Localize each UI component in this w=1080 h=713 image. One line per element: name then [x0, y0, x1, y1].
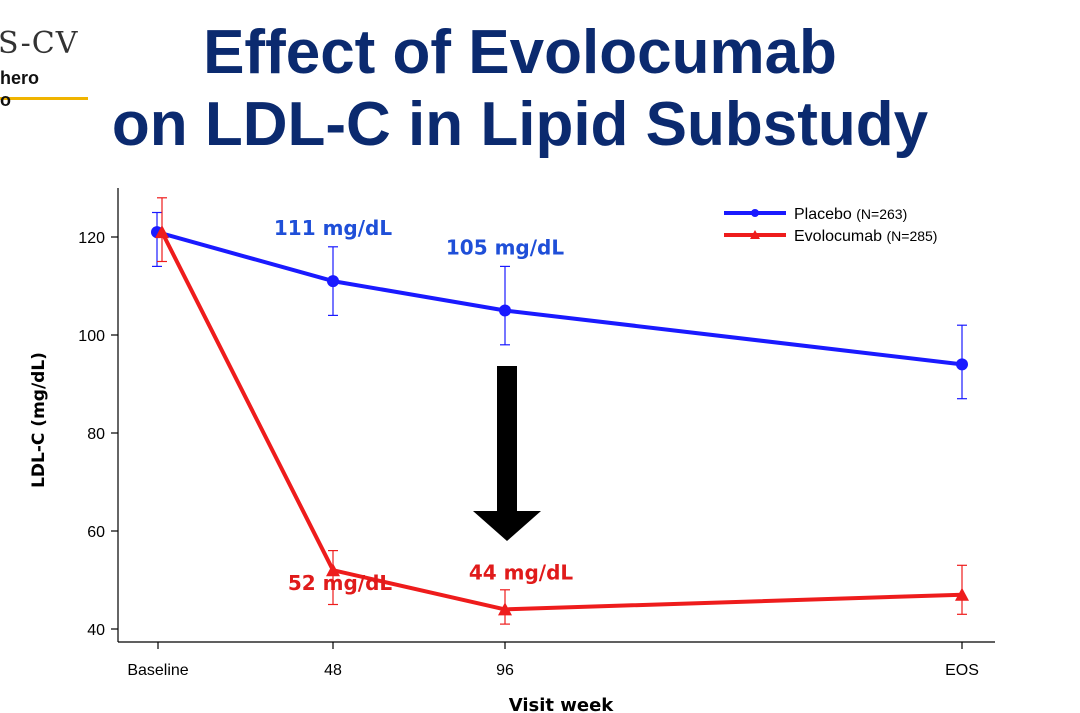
y-tick-label: 60	[87, 524, 105, 541]
slide-title-line-2: on LDL-C in Lipid Substudy	[111, 90, 929, 159]
series-evolocumab	[155, 197, 969, 625]
logo-divider	[0, 97, 88, 100]
down-arrow-head	[473, 511, 541, 541]
legend-label-name: Placebo	[794, 206, 856, 223]
data-label: 52 mg/dL	[288, 571, 393, 595]
data-label: 111 mg/dL	[274, 216, 392, 240]
x-tick-label: EOS	[945, 662, 979, 679]
logo-subtitle: hero	[0, 68, 40, 88]
x-tick-label: 48	[324, 662, 342, 679]
legend-label-n: (N=263)	[856, 206, 907, 222]
legend-swatch-marker	[750, 230, 760, 239]
series-line	[156, 230, 963, 367]
legend-label: Placebo (N=263)	[794, 206, 907, 223]
y-tick-label: 80	[87, 426, 105, 443]
y-tick-label: 100	[78, 328, 105, 345]
y-axis-label: LDL-C (mg/dL)	[29, 352, 49, 488]
data-point	[956, 358, 968, 371]
y-tick-label: 120	[78, 230, 105, 247]
data-point	[327, 275, 339, 288]
legend-label: Evolocumab (N=285)	[794, 228, 937, 245]
slide-title-line-1: Effect of Evolocumab	[203, 18, 837, 87]
series-line	[160, 231, 963, 612]
data-point	[499, 304, 511, 317]
data-label: 44 mg/dL	[469, 560, 574, 584]
legend-label-name: Evolocumab	[794, 228, 887, 245]
legend-label-n: (N=285)	[887, 228, 938, 244]
data-point	[155, 225, 169, 239]
data-point	[326, 563, 340, 577]
legend-swatch-marker	[751, 209, 759, 217]
x-tick-label: 96	[496, 662, 514, 679]
data-point	[498, 602, 512, 616]
x-axis-label: Visit week	[509, 695, 615, 713]
data-label: 105 mg/dL	[446, 236, 564, 260]
x-tick-label: Baseline	[127, 662, 188, 679]
logo-text: S-CV	[0, 26, 79, 61]
legend: Placebo (N=263) Evolocumab (N=285)	[724, 206, 937, 245]
logo-subtitle-2: o	[0, 90, 11, 110]
down-arrow-shaft	[497, 366, 517, 514]
data-point	[955, 587, 969, 601]
y-tick-label: 40	[87, 622, 105, 639]
series-placebo	[151, 211, 968, 400]
